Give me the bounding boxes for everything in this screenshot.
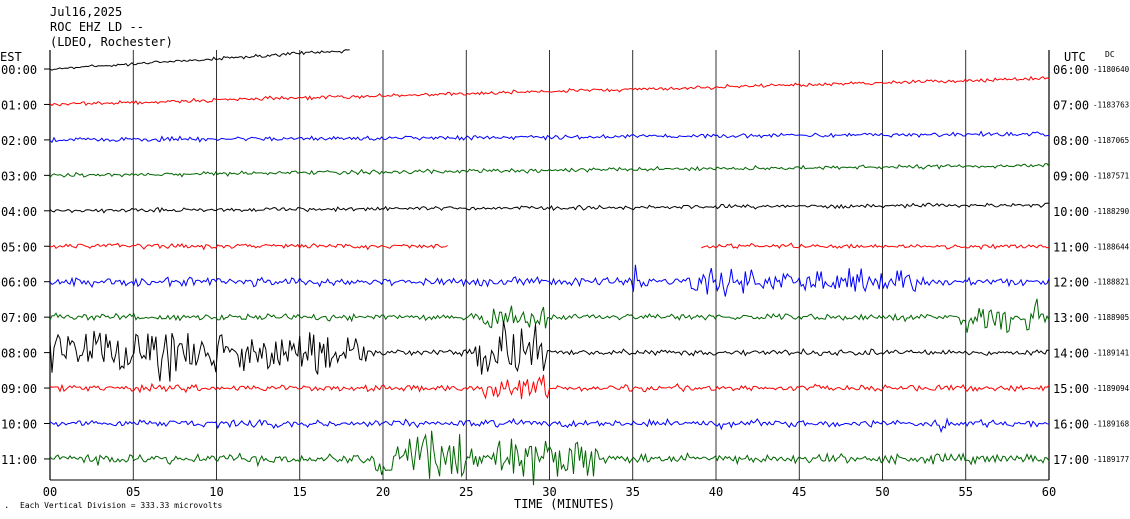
trace-0000 bbox=[49, 49, 350, 71]
axis-labels: 00 05 10 15 20 25 30 35 40 45 50 55 60 00:00 06:00 -118… bbox=[1, 63, 1130, 499]
est-hour-label: 09:00 bbox=[1, 382, 37, 396]
est-hour-label: 01:00 bbox=[1, 98, 37, 112]
x-tick-label: 20 bbox=[376, 485, 390, 499]
utc-hour-label: 17:00 bbox=[1053, 453, 1089, 467]
trace-0500 bbox=[50, 242, 448, 251]
trace-1100 bbox=[49, 430, 1050, 486]
x-tick-label: 15 bbox=[293, 485, 307, 499]
dc-offset-value: -1187065 bbox=[1093, 136, 1129, 145]
utc-hour-label: 13:00 bbox=[1053, 311, 1089, 325]
station-code: ROC EHZ LD -- bbox=[50, 20, 144, 34]
x-tick-label: 30 bbox=[542, 485, 556, 499]
dc-offset-value: -1189177 bbox=[1093, 455, 1129, 464]
trace-0500 bbox=[701, 242, 1050, 251]
trace-1000 bbox=[49, 417, 1050, 434]
x-tick-label: 25 bbox=[459, 485, 473, 499]
dc-offset-value: -1188290 bbox=[1093, 207, 1130, 216]
dc-offset-value: -1183763 bbox=[1093, 100, 1129, 109]
est-hour-label: 06:00 bbox=[1, 276, 37, 290]
dc-offset-value: -1189168 bbox=[1093, 420, 1130, 429]
est-hour-label: 10:00 bbox=[1, 418, 37, 432]
x-tick-label: 45 bbox=[792, 485, 806, 499]
trace-0400 bbox=[49, 202, 1050, 214]
x-tick-label: 40 bbox=[709, 485, 723, 499]
est-hour-label: 02:00 bbox=[1, 134, 37, 148]
x-tick-label: 05 bbox=[126, 485, 140, 499]
x-tick-label: 00 bbox=[43, 485, 57, 499]
trace-0600 bbox=[49, 264, 1050, 297]
utc-hour-label: 11:00 bbox=[1053, 240, 1089, 254]
est-hour-label: 03:00 bbox=[1, 169, 37, 183]
dc-offset-value: -1187571 bbox=[1093, 171, 1129, 180]
x-axis-title: TIME (MINUTES) bbox=[514, 497, 615, 511]
footer-marker: . bbox=[4, 501, 9, 511]
est-hour-label: 00:00 bbox=[1, 63, 37, 77]
x-tick-label: 35 bbox=[626, 485, 640, 499]
dc-offset-value: -1188905 bbox=[1093, 313, 1129, 322]
record-date: Jul16,2025 bbox=[50, 5, 122, 19]
dc-offset-label: DC bbox=[1105, 50, 1115, 59]
seismic-traces bbox=[49, 49, 1050, 486]
trace-0200 bbox=[49, 130, 1050, 144]
utc-hour-label: 12:00 bbox=[1053, 276, 1089, 290]
dc-offset-value: -1188821 bbox=[1093, 278, 1129, 287]
trace-0700 bbox=[49, 298, 1050, 334]
trace-0800 bbox=[49, 321, 1050, 382]
utc-hour-label: 16:00 bbox=[1053, 418, 1089, 432]
est-hour-label: 05:00 bbox=[1, 240, 37, 254]
x-tick-label: 50 bbox=[875, 485, 889, 499]
utc-hour-label: 15:00 bbox=[1053, 382, 1089, 396]
utc-hour-label: 10:00 bbox=[1053, 205, 1089, 219]
utc-axis-label: UTC bbox=[1064, 50, 1086, 64]
utc-hour-label: 06:00 bbox=[1053, 63, 1089, 77]
est-axis-label: EST bbox=[0, 50, 22, 64]
minute-gridlines bbox=[49, 50, 1050, 481]
est-hour-label: 11:00 bbox=[1, 453, 37, 467]
utc-hour-label: 08:00 bbox=[1053, 134, 1089, 148]
dc-offset-value: -1189141 bbox=[1093, 349, 1129, 358]
trace-0300 bbox=[49, 163, 1050, 178]
est-hour-label: 04:00 bbox=[1, 205, 37, 219]
x-tick-label: 55 bbox=[959, 485, 973, 499]
est-hour-label: 08:00 bbox=[1, 347, 37, 361]
utc-hour-label: 14:00 bbox=[1053, 347, 1089, 361]
trace-0100 bbox=[49, 75, 1050, 107]
dc-offset-value: -1188644 bbox=[1093, 242, 1130, 251]
trace-0900 bbox=[49, 374, 1050, 400]
est-hour-label: 07:00 bbox=[1, 311, 37, 325]
dc-offset-value: -1189094 bbox=[1093, 384, 1130, 393]
station-location: (LDEO, Rochester) bbox=[50, 35, 173, 49]
vertical-division-note: Each Vertical Division = 333.33 microvol… bbox=[20, 501, 222, 510]
x-tick-label: 60 bbox=[1042, 485, 1056, 499]
utc-hour-label: 09:00 bbox=[1053, 169, 1089, 183]
utc-hour-label: 07:00 bbox=[1053, 98, 1089, 112]
x-tick-label: 10 bbox=[209, 485, 223, 499]
dc-offset-value: -1180640 bbox=[1093, 65, 1130, 74]
